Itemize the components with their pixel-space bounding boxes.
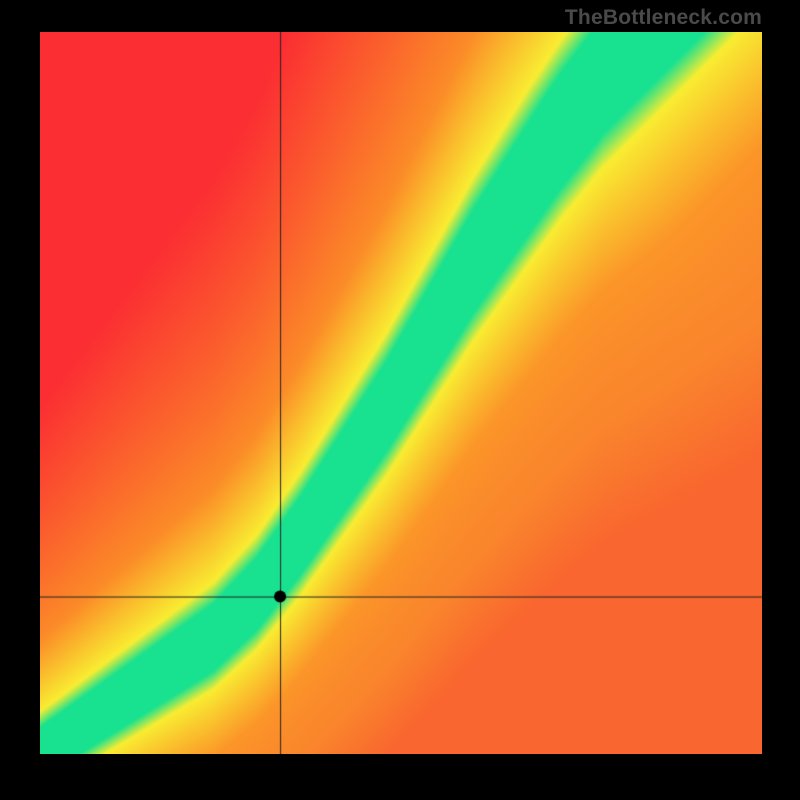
plot-area [40, 32, 762, 754]
watermark-text: TheBottleneck.com [565, 6, 762, 30]
heatmap-canvas [40, 32, 762, 754]
page-root: TheBottleneck.com [0, 0, 800, 800]
